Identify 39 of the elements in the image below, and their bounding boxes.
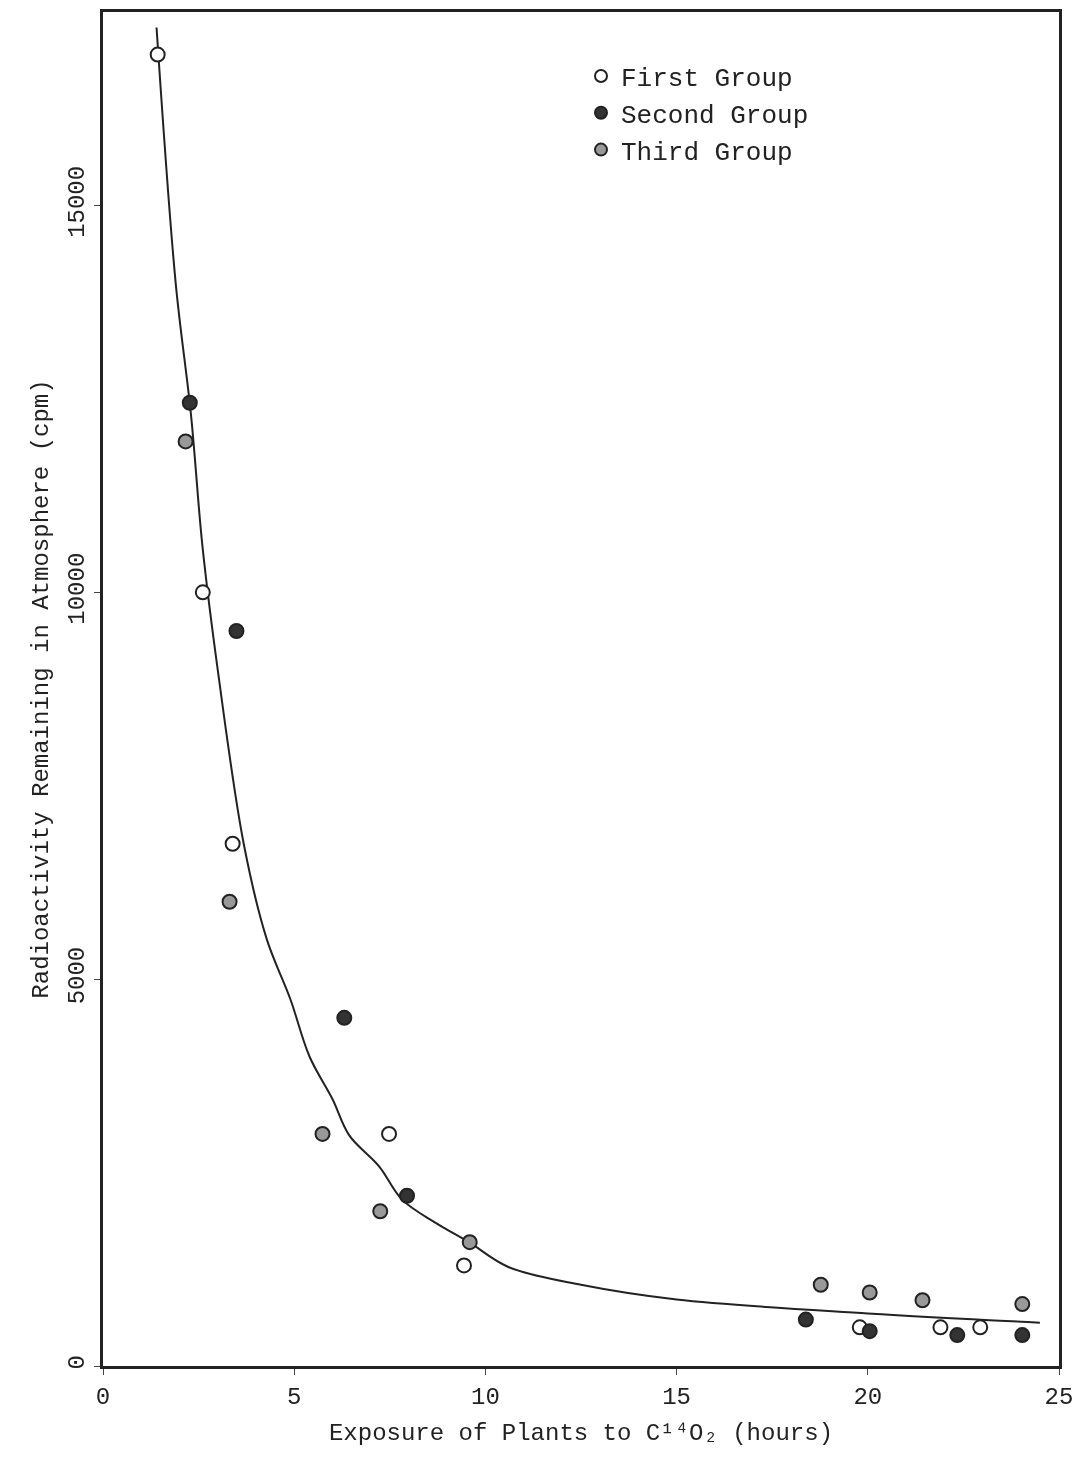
y-tick-label: 15000 <box>64 165 92 238</box>
point <box>949 1327 966 1344</box>
point <box>381 1125 398 1142</box>
point <box>932 1319 949 1336</box>
point <box>972 1319 989 1336</box>
point <box>861 1323 878 1340</box>
x-tick-label: 10 <box>470 1383 500 1411</box>
point <box>372 1203 389 1220</box>
point <box>1014 1327 1031 1344</box>
x-tick-label: 20 <box>853 1383 883 1411</box>
x-tick-label: 15 <box>662 1383 692 1411</box>
x-tick-label: 25 <box>1044 1383 1074 1411</box>
x-axis-title: Exposure of Plants to C¹⁴O₂ (hours) <box>328 1420 834 1448</box>
point <box>224 835 241 852</box>
point <box>797 1311 814 1328</box>
point <box>314 1125 331 1142</box>
x-tick-label: 5 <box>287 1383 302 1411</box>
point <box>914 1292 931 1309</box>
legend-label: Third Group <box>621 137 793 168</box>
y-tick-label: 5000 <box>64 946 92 1005</box>
point <box>461 1234 478 1251</box>
point <box>861 1284 878 1301</box>
y-tick-label: 10000 <box>64 552 92 625</box>
point <box>177 433 194 450</box>
point <box>228 622 245 639</box>
point <box>812 1276 829 1293</box>
point <box>456 1257 472 1274</box>
point <box>149 46 166 63</box>
point <box>181 394 198 411</box>
legend-label: Second Group <box>621 100 809 131</box>
point <box>194 584 211 601</box>
point <box>1014 1296 1031 1313</box>
y-tick-label: 0 <box>64 1355 92 1370</box>
y-axis-title: Radioactivity Remaining in Atmosphere (cpm) <box>27 379 55 999</box>
point <box>399 1187 416 1204</box>
x-tick-label: 0 <box>95 1383 111 1411</box>
legend-label: First Group <box>621 64 793 95</box>
point <box>336 1009 353 1026</box>
point <box>221 893 238 910</box>
